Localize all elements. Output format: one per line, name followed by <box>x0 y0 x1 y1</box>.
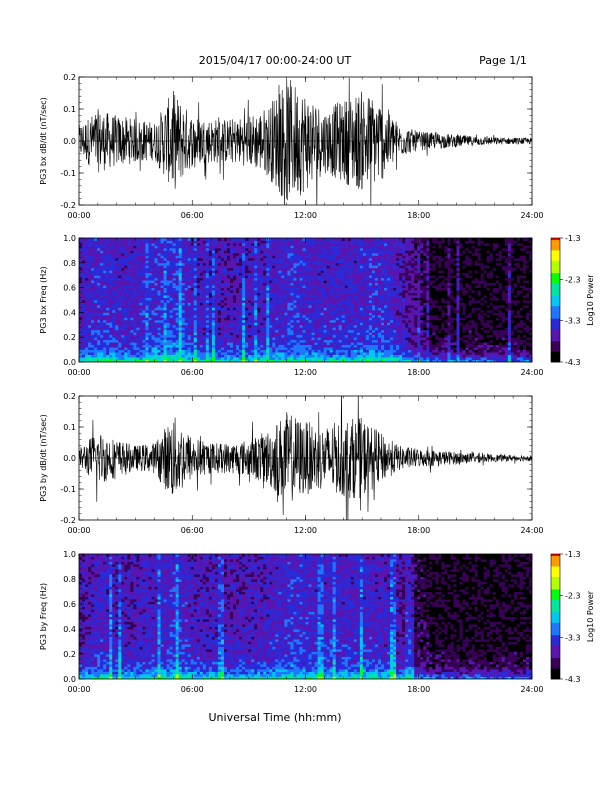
y-tick-label: 0.0 <box>63 137 76 146</box>
x-tick-label: 00:00 <box>67 368 90 377</box>
colorbar-tick-label: -1.3 <box>565 550 581 559</box>
y-axis-label: PG3 bx dB/dt (nT/sec) <box>39 97 48 184</box>
x-tick-label: 18:00 <box>407 685 430 694</box>
colorbar-tick-label: -1.3 <box>565 234 581 243</box>
x-tick-label: 12:00 <box>294 211 317 220</box>
dbdt-trace <box>79 77 532 205</box>
colorbar: -1.3 -2.3 -3.3 -4.3 Log10 Power <box>550 234 595 367</box>
by-dbdt-panel: -0.2 -0.1 0.0 0.1 0.2 00:00 06:00 12:00 18:00 24:… <box>39 392 544 535</box>
colorbar-tick-label: -3.3 <box>565 633 581 642</box>
dbdt-trace <box>79 396 532 520</box>
colorbar-frame <box>550 237 561 363</box>
x-axis-title: Universal Time (hh:mm) <box>209 711 342 724</box>
colorbar-tick-label: -2.3 <box>565 592 581 601</box>
y-tick-label: 0.6 <box>63 600 76 609</box>
x-tick-label: 24:00 <box>520 211 543 220</box>
x-tick-label: 00:00 <box>67 685 90 694</box>
x-tick-label: 12:00 <box>294 368 317 377</box>
y-tick-label: 1.0 <box>63 550 76 559</box>
y-tick-label: 0.4 <box>63 308 76 317</box>
page-number: Page 1/1 <box>479 54 527 67</box>
x-tick-label: 12:00 <box>294 685 317 694</box>
x-tick-label: 06:00 <box>181 368 204 377</box>
colorbar-label: Log10 Power <box>586 274 595 326</box>
spectrogram-image <box>79 238 532 362</box>
y-tick-label: 0.8 <box>63 259 76 268</box>
y-tick-label: -0.1 <box>60 169 76 178</box>
colorbar-tick-label: -2.3 <box>565 275 581 284</box>
x-tick-label: 24:00 <box>520 526 543 535</box>
x-tick-label: 24:00 <box>520 368 543 377</box>
y-tick-label: 0.6 <box>63 284 76 293</box>
colorbar-tick-label: -4.3 <box>565 675 581 684</box>
bx-dbdt-panel: -0.2 -0.1 0.0 0.1 0.2 00:00 06:00 12:00 18:00 24:… <box>39 73 544 220</box>
y-axis-label: PG3 bx Freq (Hz) <box>39 266 48 333</box>
y-tick-label: 0.0 <box>63 454 76 463</box>
y-tick-label: -0.2 <box>60 516 76 525</box>
y-tick-label: -0.1 <box>60 485 76 494</box>
y-tick-label: 0.2 <box>63 333 76 342</box>
x-tick-label: 00:00 <box>67 526 90 535</box>
page-title: 2015/04/17 00:00-24:00 UT <box>199 54 352 67</box>
x-tick-label: 00:00 <box>67 211 90 220</box>
spectrogram-image <box>79 554 532 679</box>
y-tick-label: 0.2 <box>63 392 76 401</box>
x-tick-label: 24:00 <box>520 685 543 694</box>
x-tick-label: 18:00 <box>407 526 430 535</box>
y-tick-label: 0.2 <box>63 73 76 82</box>
colorbar: -1.3 -2.3 -3.3 -4.3 Log10 Power <box>550 550 595 684</box>
bx-spectrogram-panel: -1.3 -2.3 -3.3 -4.3 Log10 Power 0.0 0.2 0.4 0.6 0… <box>39 234 595 377</box>
x-tick-label: 06:00 <box>181 685 204 694</box>
y-tick-label: -0.2 <box>60 201 76 210</box>
by-spectrogram-panel: -1.3 -2.3 -3.3 -4.3 Log10 Power 0.0 0.2 0.4 0.6 0… <box>39 550 595 694</box>
y-axis-label: PG3 by Freq (Hz) <box>39 583 48 650</box>
y-tick-label: 0.0 <box>63 675 76 684</box>
colorbar-label: Log10 Power <box>586 590 595 642</box>
y-tick-label: 0.4 <box>63 625 76 634</box>
x-tick-label: 06:00 <box>181 526 204 535</box>
colorbar-frame <box>550 553 561 680</box>
y-tick-label: 1.0 <box>63 234 76 243</box>
x-tick-label: 18:00 <box>407 368 430 377</box>
y-tick-label: 0.1 <box>63 423 76 432</box>
y-axis-label: PG3 by dB/dt (nT/sec) <box>39 414 48 501</box>
x-tick-label: 18:00 <box>407 211 430 220</box>
x-tick-label: 06:00 <box>181 211 204 220</box>
y-tick-label: 0.0 <box>63 358 76 367</box>
x-tick-label: 12:00 <box>294 526 317 535</box>
colorbar-tick-label: -4.3 <box>565 358 581 367</box>
y-tick-label: 0.1 <box>63 105 76 114</box>
y-tick-label: 0.2 <box>63 650 76 659</box>
colorbar-tick-label: -3.3 <box>565 317 581 326</box>
y-tick-label: 0.8 <box>63 575 76 584</box>
